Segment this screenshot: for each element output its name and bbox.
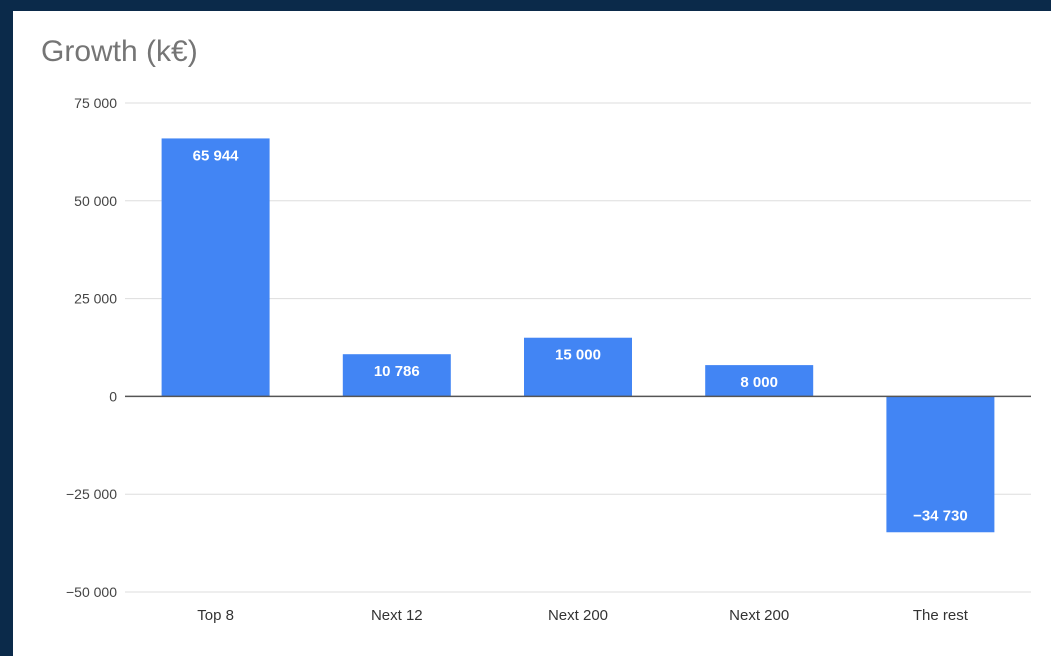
y-tick-label: 25 000 [74, 291, 117, 307]
x-category-label: Top 8 [197, 607, 234, 624]
y-tick-label: 50 000 [74, 193, 117, 209]
y-tick-label: −25 000 [66, 486, 117, 502]
bar [161, 138, 270, 397]
x-category-label: Next 200 [548, 607, 608, 624]
bar [342, 354, 451, 397]
bar-value-label: 8 000 [740, 374, 778, 391]
bar-value-labels: 65 944 10 786 15 000 8 000 −34 730 [193, 147, 968, 524]
bar-value-label: 10 786 [374, 363, 420, 380]
chart-panel: Growth (k€) 75 000 50 000 25 000 0 −25 000 −5… [13, 11, 1051, 656]
bar [705, 365, 814, 397]
bars [161, 138, 995, 533]
gridlines [125, 102, 1031, 593]
bar [886, 396, 995, 533]
bar-value-label: 65 944 [193, 147, 240, 164]
y-tick-label: 0 [109, 388, 117, 404]
bar [524, 337, 632, 397]
y-axis-tick-labels: 75 000 50 000 25 000 0 −25 000 −50 000 [66, 95, 117, 600]
y-tick-label: 75 000 [74, 95, 117, 111]
bar-chart: 75 000 50 000 25 000 0 −25 000 −50 000 65 944… [66, 95, 1031, 624]
x-category-label: The rest [913, 607, 969, 624]
x-category-label: Next 12 [371, 607, 423, 624]
bar-value-label: −34 730 [913, 507, 968, 524]
x-axis-category-labels: Top 8 Next 12 Next 200 Next 200 The rest [197, 607, 968, 624]
bar-value-label: 15 000 [555, 347, 601, 364]
chart-title: Growth (k€) [41, 35, 198, 68]
x-category-label: Next 200 [729, 607, 789, 624]
y-tick-label: −50 000 [66, 584, 117, 600]
